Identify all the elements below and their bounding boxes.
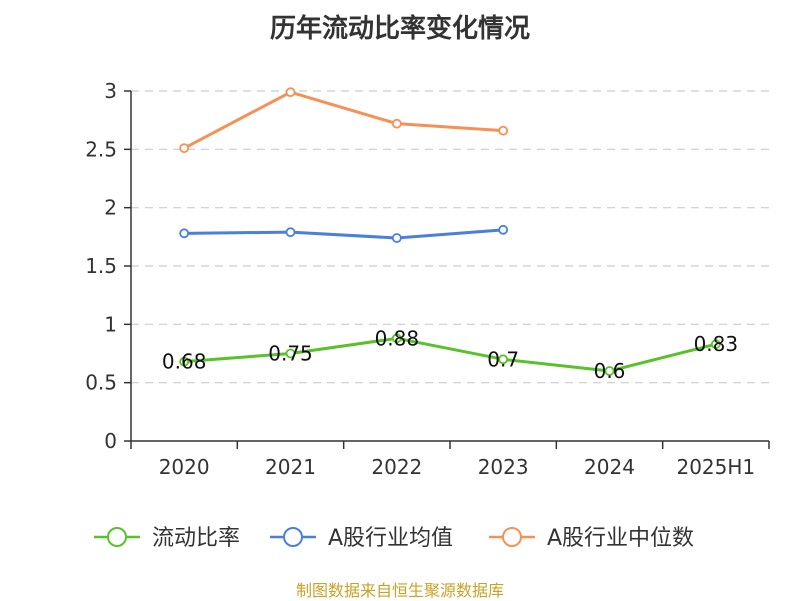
y-tick-label-3: 1.5 xyxy=(85,254,117,278)
series-lines xyxy=(179,87,721,376)
legend-swatch-marker-1 xyxy=(283,527,303,547)
data-label-2022: 0.88 xyxy=(375,326,420,350)
series-2-point-2021[interactable] xyxy=(285,87,296,98)
y-tick-label-1: 0.5 xyxy=(85,371,117,395)
x-tick-label-2020: 2020 xyxy=(159,455,210,479)
series-0-point-2022[interactable] xyxy=(391,333,402,344)
legend-label-0: 流动比率 xyxy=(152,526,240,551)
data-labels: 0.68 0.75 0.88 0.7 0.6 0.83 xyxy=(162,326,738,383)
legend-label-1: A股行业均值 xyxy=(328,526,453,551)
series-0-point-2023[interactable] xyxy=(498,354,509,365)
x-tick-label-2024: 2024 xyxy=(584,455,635,479)
series-1-point-2020[interactable] xyxy=(179,228,190,239)
legend-item-2[interactable]: A股行业中位数 xyxy=(489,526,694,551)
source-note: 制图数据来自恒生聚源数据库 xyxy=(295,581,504,600)
data-label-2025H1: 0.83 xyxy=(694,332,739,356)
grid-lines xyxy=(131,90,769,384)
axes: 0 0.5 1 1.5 2 2.5 3 2020 2021 2022 2023 2024 2025H1 xyxy=(85,79,770,479)
series-1-point-2022[interactable] xyxy=(391,233,402,243)
data-label-2020: 0.68 xyxy=(162,350,207,374)
x-tick-label-2023: 2023 xyxy=(478,455,529,479)
series-line-1 xyxy=(184,228,504,240)
series-2-point-2020[interactable] xyxy=(179,143,190,154)
series-0-point-2021[interactable] xyxy=(285,348,296,359)
x-tick-label-2021: 2021 xyxy=(265,455,316,479)
y-tick-label-4: 2 xyxy=(104,196,117,220)
series-1-point-2021[interactable] xyxy=(285,227,296,238)
series-2-point-2023[interactable] xyxy=(498,125,509,136)
y-tick-label-0: 0 xyxy=(104,429,117,453)
data-label-2024: 0.6 xyxy=(594,359,626,383)
y-tick-label-6: 3 xyxy=(104,79,117,103)
legend-label-2: A股行业中位数 xyxy=(547,526,694,551)
legend-item-1[interactable]: A股行业均值 xyxy=(270,526,453,551)
series-2-point-2022[interactable] xyxy=(391,118,402,129)
chart-title: 历年流动比率变化情况 xyxy=(269,14,530,44)
legend[interactable]: 流动比率 A股行业均值 A股行业中位数 xyxy=(94,526,694,551)
data-label-2023: 0.7 xyxy=(487,347,519,371)
series-line-0 xyxy=(184,336,717,373)
y-tick-label-5: 2.5 xyxy=(85,137,117,161)
legend-swatch-marker-2 xyxy=(502,527,522,547)
data-label-2021: 0.75 xyxy=(268,342,313,366)
series-line-2 xyxy=(183,90,504,150)
series-0-point-2025H1[interactable] xyxy=(710,339,721,350)
series-0-point-2020[interactable] xyxy=(179,356,190,367)
x-tick-label-2025H1: 2025H1 xyxy=(676,455,755,479)
legend-swatch-marker-0 xyxy=(107,527,127,547)
series-1-point-2023[interactable] xyxy=(498,224,509,235)
x-tick-label-2022: 2022 xyxy=(371,455,422,479)
y-tick-label-2: 1 xyxy=(104,312,117,336)
series-0-point-2024[interactable] xyxy=(604,366,615,376)
legend-item-0[interactable]: 流动比率 xyxy=(94,526,240,551)
